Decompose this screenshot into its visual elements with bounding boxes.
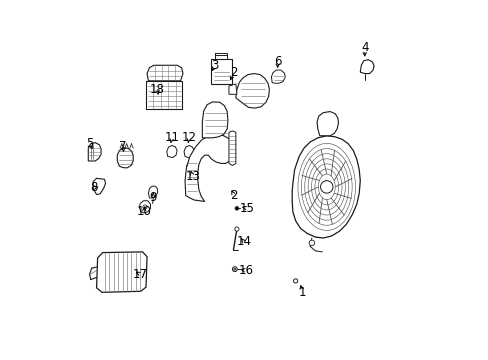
Text: 18: 18 <box>150 83 164 96</box>
Circle shape <box>232 267 237 271</box>
Polygon shape <box>292 136 360 238</box>
Polygon shape <box>360 60 373 73</box>
Polygon shape <box>139 201 150 213</box>
Polygon shape <box>148 186 157 198</box>
Text: 8: 8 <box>90 181 98 194</box>
Polygon shape <box>186 161 196 173</box>
Circle shape <box>308 240 314 246</box>
Text: 9: 9 <box>149 192 157 204</box>
Text: 14: 14 <box>236 235 251 248</box>
Bar <box>210 59 232 84</box>
Text: 1: 1 <box>298 286 305 299</box>
Polygon shape <box>117 148 133 168</box>
Text: 12: 12 <box>182 131 196 144</box>
Polygon shape <box>183 145 194 158</box>
Polygon shape <box>202 102 227 138</box>
Text: 2: 2 <box>229 66 237 79</box>
Polygon shape <box>88 143 101 161</box>
Text: 13: 13 <box>185 170 200 183</box>
Bar <box>146 81 182 109</box>
Circle shape <box>320 181 332 193</box>
Polygon shape <box>97 252 147 292</box>
Text: 3: 3 <box>211 59 218 72</box>
Text: 7: 7 <box>119 140 126 153</box>
Circle shape <box>142 205 147 209</box>
Text: 5: 5 <box>86 137 93 150</box>
Polygon shape <box>235 73 269 108</box>
Text: 2: 2 <box>230 189 237 202</box>
Circle shape <box>235 207 238 210</box>
Polygon shape <box>147 65 183 81</box>
Polygon shape <box>184 134 234 202</box>
Polygon shape <box>166 145 177 158</box>
Text: 17: 17 <box>132 267 147 280</box>
Polygon shape <box>228 84 236 94</box>
Polygon shape <box>93 178 105 194</box>
Text: 4: 4 <box>360 41 368 54</box>
Text: 10: 10 <box>137 205 151 218</box>
Circle shape <box>234 227 239 231</box>
Circle shape <box>233 268 235 270</box>
Text: 11: 11 <box>164 131 179 144</box>
Text: 15: 15 <box>239 202 254 215</box>
Polygon shape <box>316 112 338 136</box>
Polygon shape <box>228 131 235 166</box>
Circle shape <box>293 279 297 283</box>
Text: 6: 6 <box>273 55 281 68</box>
Text: 16: 16 <box>238 264 253 277</box>
Polygon shape <box>271 70 285 83</box>
